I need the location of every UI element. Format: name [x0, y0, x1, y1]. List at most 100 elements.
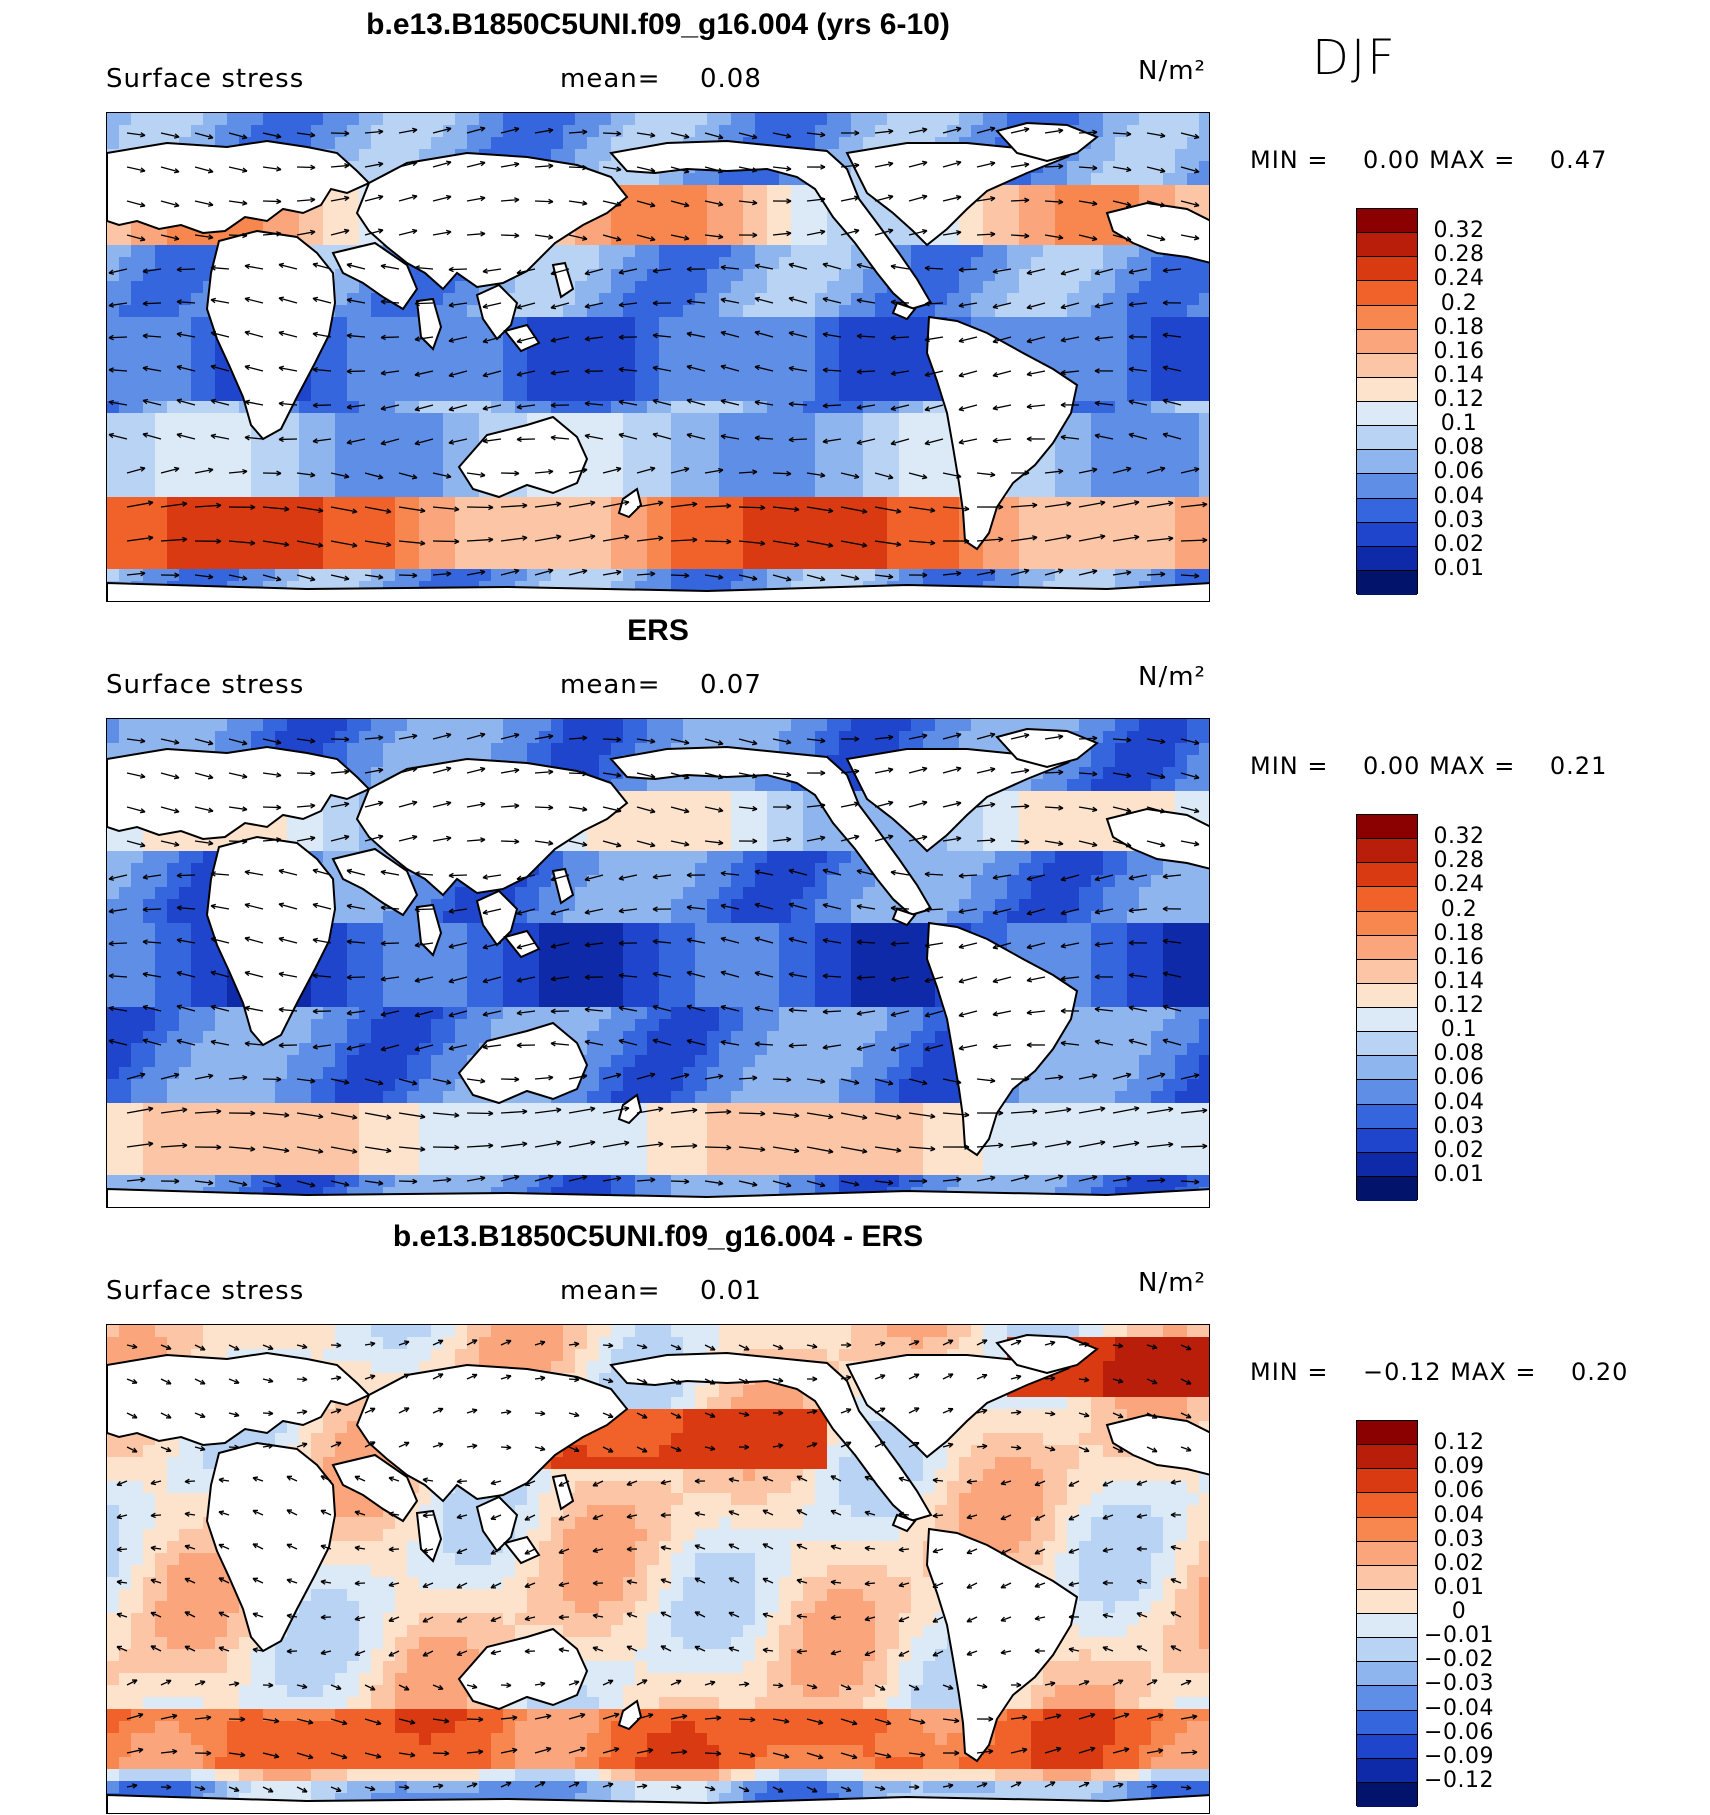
stress-vector-arrow	[1044, 1410, 1056, 1417]
stress-vector-arrow	[1102, 1514, 1114, 1520]
stress-vector-arrow	[160, 1107, 188, 1114]
stress-vector-arrow	[432, 506, 460, 512]
stress-vector-arrow	[1094, 268, 1114, 276]
stress-vector-arrow	[1180, 501, 1208, 508]
stress-vector-arrow	[840, 228, 860, 236]
stress-vector-arrow	[278, 330, 298, 338]
stress-vector-arrow	[1094, 433, 1114, 440]
stress-vector-arrow	[422, 1650, 434, 1657]
stress-vector-arrow	[890, 976, 910, 982]
stress-vector-arrow	[312, 331, 332, 338]
stress-vector-arrow	[1146, 1177, 1166, 1184]
stress-vector-arrow	[466, 1142, 494, 1149]
stress-vector-arrow	[806, 540, 834, 548]
stress-vector-arrow	[788, 1007, 808, 1013]
stress-vector-arrow	[1044, 1375, 1056, 1382]
stress-vector-arrow	[176, 299, 196, 305]
colorbar-swatch	[1357, 959, 1417, 984]
stress-vector-arrow	[1078, 500, 1106, 508]
stress-vector-arrow	[380, 976, 400, 982]
stress-vector-arrow	[1180, 1378, 1192, 1385]
stress-vector-arrow	[720, 903, 740, 910]
stress-vector-arrow	[500, 1339, 512, 1346]
stress-vector-arrow	[432, 1144, 460, 1151]
stress-vector-arrow	[602, 1106, 630, 1114]
stress-vector-arrow	[228, 838, 248, 845]
min-value: −0.12	[1363, 1358, 1442, 1386]
stress-vector-arrow	[516, 976, 536, 983]
stress-vector-arrow	[1180, 1446, 1192, 1452]
colorbar-level-label: 0.06	[1433, 1478, 1485, 1504]
map-plot	[106, 1324, 1210, 1814]
stress-vector-arrow	[976, 231, 996, 238]
stress-vector-arrow	[992, 908, 1012, 916]
stress-vector-arrow	[150, 1512, 162, 1519]
stress-vector-arrow	[500, 161, 520, 168]
stress-vector-arrow	[500, 1108, 528, 1115]
stress-vector-arrow	[602, 1446, 614, 1453]
stress-vector-arrow	[1010, 1682, 1022, 1688]
stress-vector-arrow	[908, 1751, 926, 1758]
stress-vector-arrow	[262, 738, 282, 745]
stress-vector-arrow	[176, 970, 196, 978]
stress-vector-arrow	[364, 1684, 376, 1691]
stress-vector-arrow	[618, 432, 638, 440]
stress-vector-arrow	[618, 940, 638, 946]
stress-vector-arrow	[942, 1339, 954, 1346]
stress-vector-arrow	[380, 869, 400, 876]
stress-vector-arrow	[108, 334, 128, 341]
stress-vector-arrow	[364, 1146, 392, 1154]
stress-vector-arrow	[840, 195, 860, 202]
stress-vector-arrow	[160, 234, 180, 241]
colorbar-swatch	[1357, 1032, 1417, 1057]
stress-vector-arrow	[864, 1545, 876, 1552]
stress-vector-arrow	[252, 1509, 264, 1516]
stress-vector-arrow	[908, 1178, 928, 1184]
stress-vector-arrow	[550, 1040, 570, 1047]
stress-vector-arrow	[296, 1078, 316, 1084]
stress-vector-arrow	[1044, 1107, 1072, 1114]
stress-vector-arrow	[670, 806, 690, 814]
stress-vector-arrow	[592, 1547, 604, 1554]
stress-vector-arrow	[210, 364, 230, 372]
stress-vector-arrow	[738, 1444, 750, 1450]
stress-vector-arrow	[568, 467, 588, 474]
stress-vector-arrow	[482, 1010, 502, 1017]
stress-vector-arrow	[618, 399, 638, 406]
stress-vector-arrow	[364, 1407, 376, 1414]
stress-vector-arrow	[874, 540, 902, 547]
stress-vector-arrow	[448, 404, 468, 412]
variable-label: Surface stress	[106, 64, 305, 94]
stress-vector-arrow	[568, 770, 588, 777]
stress-vector-arrow	[380, 334, 400, 341]
stress-vector-arrow	[432, 194, 452, 202]
stress-vector-arrow	[1000, 1649, 1012, 1655]
stress-vector-arrow	[482, 302, 502, 309]
stress-vector-arrow	[1112, 1378, 1124, 1384]
colorbar-swatch	[1357, 983, 1417, 1008]
stress-vector-arrow	[720, 264, 740, 271]
stress-vector-arrow	[958, 942, 978, 950]
stress-vector-arrow	[176, 1004, 196, 1012]
stress-vector-arrow	[296, 1343, 308, 1350]
stress-vector-arrow	[330, 540, 358, 548]
stress-vector-arrow	[806, 164, 826, 170]
stress-vector-arrow	[160, 772, 180, 780]
stress-vector-arrow	[1180, 1714, 1198, 1720]
stress-vector-arrow	[516, 370, 536, 377]
stress-vector-arrow	[244, 902, 264, 910]
stress-vector-arrow	[414, 906, 434, 913]
stress-vector-arrow	[958, 438, 978, 445]
stress-vector-arrow	[636, 1106, 664, 1114]
colorbar-swatch	[1357, 353, 1417, 378]
stress-vector-arrow	[728, 1646, 740, 1652]
stress-vector-arrow	[670, 1344, 682, 1351]
stress-vector-arrow	[432, 732, 452, 740]
stress-vector-arrow	[762, 1509, 774, 1516]
min-value: 0.00	[1363, 146, 1421, 174]
stress-vector-arrow	[516, 336, 536, 344]
stress-vector-arrow	[874, 1078, 894, 1086]
stress-vector-arrow	[364, 767, 384, 774]
stress-vector-arrow	[1026, 976, 1046, 983]
stress-vector-arrow	[346, 974, 366, 981]
